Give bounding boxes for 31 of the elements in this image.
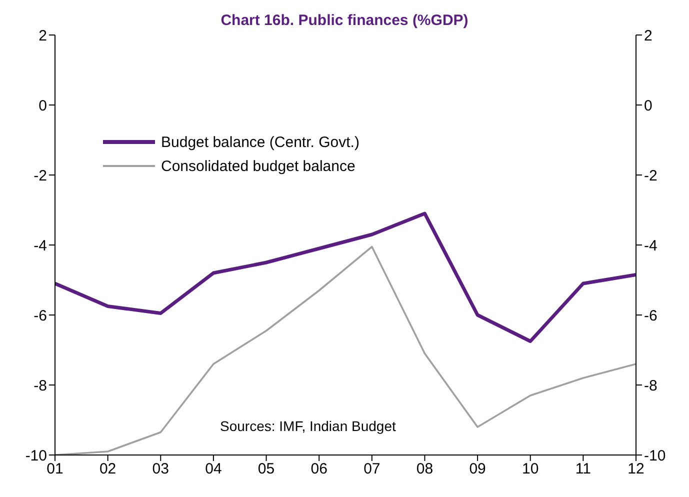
y2-tick-label: 2	[644, 27, 652, 44]
y2-tick-label: -8	[644, 377, 658, 394]
y2-tick-label: -10	[644, 447, 666, 464]
legend-label: Budget balance (Centr. Govt.)	[161, 134, 360, 150]
y2-tick-label: 0	[644, 97, 652, 114]
y-tick-label: -8	[34, 377, 47, 394]
y-tick-label: -6	[34, 307, 47, 324]
y-tick-label: -10	[25, 447, 47, 464]
x-tick-label: 02	[99, 460, 116, 478]
chart-title: Chart 16b. Public finances (%GDP)	[220, 12, 470, 29]
x-tick-label: 08	[416, 460, 434, 478]
x-tick-label: 12	[628, 460, 644, 478]
annotation: Sources: IMF, Indian Budget	[220, 418, 396, 434]
x-tick-label: 10	[522, 460, 539, 478]
x-tick-label: 05	[258, 460, 275, 478]
y-tick-label: 0	[38, 97, 47, 114]
y-tick-label: 2	[38, 27, 47, 44]
x-tick-label: 11	[575, 460, 591, 478]
x-tick-label: 01	[46, 460, 64, 478]
y2-tick-label: -6	[644, 307, 658, 324]
x-tick-label: 04	[205, 460, 222, 478]
x-tick-label: 06	[310, 460, 328, 478]
y2-tick-label: -4	[644, 237, 658, 254]
x-tick-label: 07	[364, 460, 380, 478]
legend-label: Consolidated budget balance	[161, 158, 356, 174]
line-series	[53, 212, 638, 343]
x-tick-label: 03	[152, 460, 169, 478]
x-tick-label: 09	[469, 460, 486, 478]
y-tick-label: -4	[34, 237, 47, 254]
y2-tick-label: -2	[644, 167, 658, 184]
y-tick-label: -2	[34, 167, 47, 184]
